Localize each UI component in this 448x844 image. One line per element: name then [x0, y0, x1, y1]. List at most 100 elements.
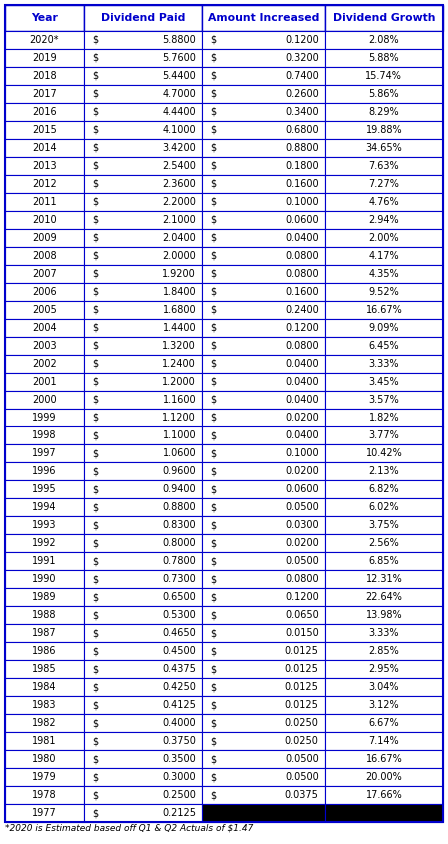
Text: $: $ [92, 592, 98, 603]
Bar [5, 750, 84, 768]
Bar [5, 445, 84, 463]
Text: $: $ [210, 736, 216, 746]
Text: $: $ [210, 179, 216, 189]
Text: 0.3400: 0.3400 [285, 107, 319, 117]
Bar [5, 463, 84, 480]
Bar [84, 714, 202, 732]
Bar [84, 696, 202, 714]
Bar [84, 571, 202, 588]
Bar [5, 606, 84, 625]
Bar [5, 391, 84, 408]
Text: 1.8400: 1.8400 [163, 287, 196, 297]
Bar [202, 642, 325, 660]
Text: $: $ [210, 214, 216, 225]
Text: 0.0400: 0.0400 [285, 430, 319, 441]
Text: 6.67%: 6.67% [369, 718, 399, 728]
Text: 2007: 2007 [32, 268, 57, 279]
Bar [325, 696, 443, 714]
Text: $: $ [210, 35, 216, 45]
Bar [84, 642, 202, 660]
Text: 9.52%: 9.52% [369, 287, 399, 297]
Text: 3.57%: 3.57% [369, 394, 399, 404]
Text: 0.4375: 0.4375 [162, 664, 196, 674]
Text: 0.4125: 0.4125 [162, 701, 196, 710]
Bar [5, 696, 84, 714]
Text: $: $ [92, 467, 98, 477]
Text: Dividend Paid: Dividend Paid [101, 13, 185, 23]
Text: 1986: 1986 [32, 647, 56, 657]
Bar [84, 337, 202, 354]
Bar [5, 192, 84, 211]
Bar [202, 85, 325, 103]
Bar [5, 319, 84, 337]
Text: $: $ [92, 125, 98, 135]
Text: 1987: 1987 [32, 628, 57, 638]
Bar [84, 391, 202, 408]
Text: $: $ [210, 574, 216, 584]
Bar [5, 211, 84, 229]
Text: 1982: 1982 [32, 718, 57, 728]
Bar [325, 5, 443, 31]
Text: 0.0650: 0.0650 [285, 610, 319, 620]
Text: 0.0800: 0.0800 [285, 268, 319, 279]
Text: 2006: 2006 [32, 287, 57, 297]
Text: 2.0400: 2.0400 [162, 233, 196, 243]
Text: $: $ [92, 736, 98, 746]
Bar [325, 679, 443, 696]
Text: $: $ [92, 448, 98, 458]
Bar [202, 463, 325, 480]
Text: 1989: 1989 [32, 592, 56, 603]
Text: $: $ [210, 161, 216, 170]
Bar [325, 804, 443, 822]
Text: 0.1200: 0.1200 [285, 592, 319, 603]
Text: 2019: 2019 [32, 53, 57, 63]
Bar [202, 211, 325, 229]
Text: $: $ [92, 376, 98, 387]
Text: 1996: 1996 [32, 467, 56, 477]
Text: 1.6800: 1.6800 [163, 305, 196, 315]
Bar [84, 5, 202, 31]
Text: $: $ [92, 682, 98, 692]
Text: 2.00%: 2.00% [369, 233, 399, 243]
Text: 6.82%: 6.82% [369, 484, 399, 495]
Bar [84, 426, 202, 445]
Text: 22.64%: 22.64% [366, 592, 402, 603]
Text: 5.7600: 5.7600 [162, 53, 196, 63]
Text: 0.0400: 0.0400 [285, 376, 319, 387]
Text: $: $ [92, 628, 98, 638]
Bar [325, 139, 443, 157]
Bar [84, 85, 202, 103]
Bar [325, 85, 443, 103]
Text: 0.0125: 0.0125 [285, 682, 319, 692]
Text: 8.29%: 8.29% [369, 107, 399, 117]
Text: 17.66%: 17.66% [366, 790, 402, 800]
Text: $: $ [210, 538, 216, 549]
Text: $: $ [92, 394, 98, 404]
Text: 2010: 2010 [32, 214, 57, 225]
Text: 0.0500: 0.0500 [285, 502, 319, 512]
Text: $: $ [92, 161, 98, 170]
Bar [84, 499, 202, 517]
Text: 0.0600: 0.0600 [285, 214, 319, 225]
Text: 5.88%: 5.88% [369, 53, 399, 63]
Text: $: $ [92, 574, 98, 584]
Text: $: $ [92, 610, 98, 620]
Text: $: $ [92, 143, 98, 153]
Text: 15.74%: 15.74% [366, 71, 402, 81]
Bar [202, 552, 325, 571]
Bar [325, 642, 443, 660]
Bar [5, 786, 84, 804]
Text: 4.4400: 4.4400 [163, 107, 196, 117]
Bar [5, 246, 84, 265]
Bar [325, 571, 443, 588]
Text: 0.0200: 0.0200 [285, 538, 319, 549]
Text: 1978: 1978 [32, 790, 57, 800]
Text: 2.3600: 2.3600 [162, 179, 196, 189]
Bar [202, 750, 325, 768]
Text: 2.13%: 2.13% [369, 467, 399, 477]
Text: 0.4500: 0.4500 [162, 647, 196, 657]
Text: Amount Increased: Amount Increased [208, 13, 319, 23]
Text: $: $ [210, 502, 216, 512]
Bar [202, 283, 325, 300]
Text: $: $ [92, 251, 98, 261]
